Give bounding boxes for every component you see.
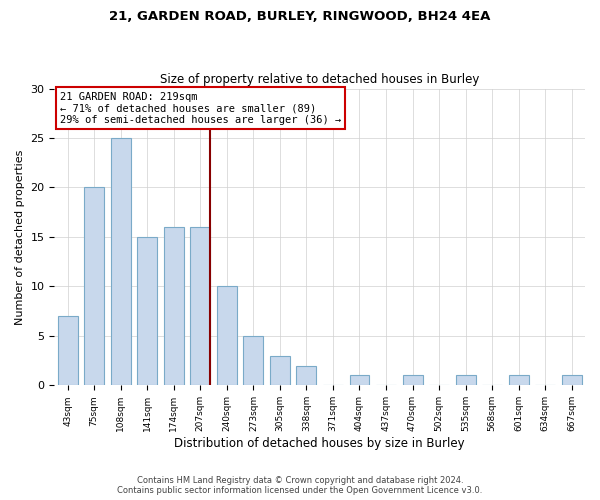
Bar [562,376,581,386]
Bar [164,227,184,386]
Bar [509,376,529,386]
Bar [58,316,77,386]
Bar [296,366,316,386]
Bar [455,376,476,386]
Bar [270,356,290,386]
Bar [84,188,104,386]
Text: Contains HM Land Registry data © Crown copyright and database right 2024.
Contai: Contains HM Land Registry data © Crown c… [118,476,482,495]
Text: 21 GARDEN ROAD: 219sqm
← 71% of detached houses are smaller (89)
29% of semi-det: 21 GARDEN ROAD: 219sqm ← 71% of detached… [60,92,341,124]
Bar [403,376,422,386]
Bar [217,286,237,386]
Bar [244,336,263,386]
Text: 21, GARDEN ROAD, BURLEY, RINGWOOD, BH24 4EA: 21, GARDEN ROAD, BURLEY, RINGWOOD, BH24 … [109,10,491,23]
Bar [190,227,210,386]
Title: Size of property relative to detached houses in Burley: Size of property relative to detached ho… [160,73,479,86]
Y-axis label: Number of detached properties: Number of detached properties [15,150,25,324]
Bar [350,376,370,386]
Bar [137,237,157,386]
Bar [111,138,131,386]
X-axis label: Distribution of detached houses by size in Burley: Distribution of detached houses by size … [175,437,465,450]
